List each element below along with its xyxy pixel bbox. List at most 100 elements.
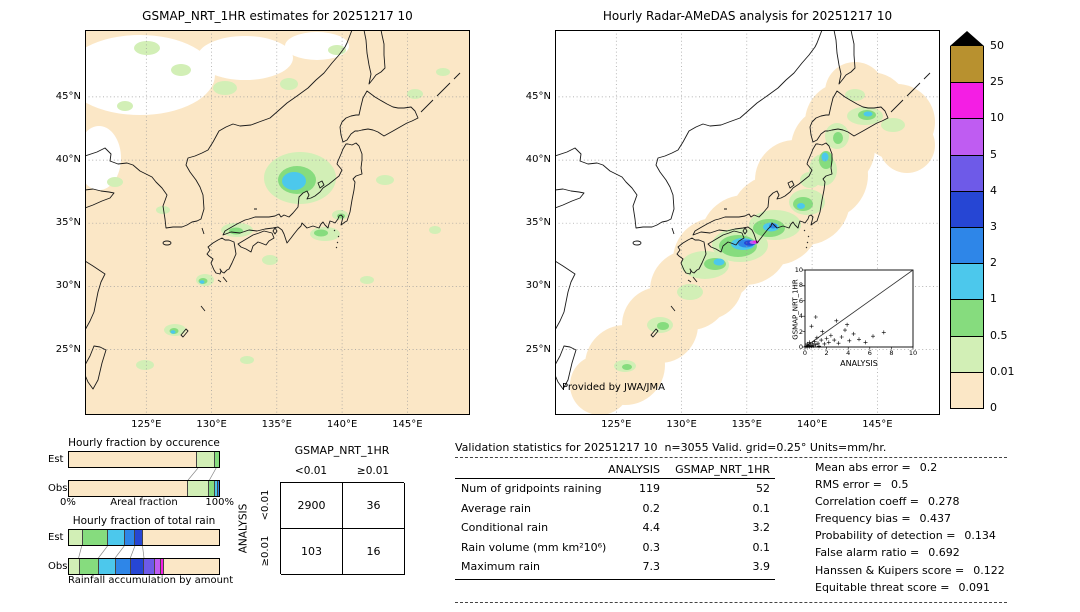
no-data-patches <box>85 32 349 190</box>
gsmap-value: 3.9 <box>752 560 771 574</box>
contingency-cell: 36 <box>343 483 405 529</box>
contingency-grid: 2900 36 103 16 <box>280 482 405 575</box>
bar-segment-green <box>79 559 99 574</box>
chart-title: Hourly fraction by occurence <box>68 437 220 449</box>
col-label-above-threshold: ≥0.01 <box>356 465 390 477</box>
skill-score-value: 0.437 <box>919 512 952 526</box>
radar-analysis-map: Hourly Radar-AMeDAS analysis for 2025121… <box>526 9 940 430</box>
lat-tick-label: 45°N <box>55 90 81 102</box>
est-stacked-bar <box>68 451 220 468</box>
scatter-x-tick-label: 8 <box>889 349 894 357</box>
lon-tick-label: 145°E <box>862 419 893 430</box>
scatter-x-tick-label: 0 <box>802 349 808 357</box>
colorbar-labels: 50 25 10 5 4 3 2 1 0.5 0.01 0 <box>990 39 1020 414</box>
bar-segment-palegreen <box>187 481 209 496</box>
col-label-below-threshold: <0.01 <box>294 465 328 477</box>
lon-tick-label: 145°E <box>392 419 423 430</box>
skill-score-value: 0.278 <box>928 495 960 509</box>
left-map-title: GSMAP_NRT_1HR estimates for 20251217 10 <box>142 9 413 23</box>
right-map-canvas <box>555 30 940 415</box>
scatter-x-tick-label: 6 <box>867 349 872 357</box>
colorbar-tick-label: 50 <box>990 39 1004 52</box>
colorbar-tick-label: 25 <box>990 75 1004 89</box>
contingency-cell: 103 <box>281 529 343 575</box>
chart-x-axis: Rainfall accumulation by amount <box>68 575 233 589</box>
obs-stacked-bar <box>68 558 220 575</box>
scatter-y-tick-label: 0 <box>798 343 803 351</box>
bar-segment-cream <box>69 481 188 496</box>
skill-score-label: Equitable threat score = <box>815 580 950 594</box>
bar-segment-green <box>82 530 108 545</box>
skill-score-row: Mean abs error = 0.2 <box>815 461 1007 478</box>
analysis-value: 119 <box>639 482 660 496</box>
skill-score-label: RMS error = <box>815 478 882 492</box>
bar-segment-cream <box>69 452 198 467</box>
bar-segment-lightblue <box>115 559 131 574</box>
bar-segment-green <box>215 452 219 467</box>
map-frame <box>555 30 940 415</box>
validation-row-label: Num of gridpoints raining <box>461 482 602 496</box>
colorbar-segment-cream <box>951 371 983 408</box>
chart-x-axis: 0% Areal fraction 100% <box>60 497 234 511</box>
bar-segment-cyan <box>215 481 218 496</box>
scatter-x-tick-label: 10 <box>908 349 918 357</box>
lon-tick-label: 140°E <box>326 419 358 430</box>
contingency-cell: 16 <box>343 529 405 575</box>
validation-row-label: Average rain <box>461 501 531 515</box>
scatter-y-tick-label: 6 <box>798 296 803 305</box>
lon-tick-label: 125°E <box>131 419 162 430</box>
lat-tick-label: 30°N <box>525 280 551 292</box>
validation-table-row: Num of gridpoints raining 119 52 <box>455 479 775 499</box>
lat-tick-label: 35°N <box>525 217 551 229</box>
bar-segment-cream <box>142 530 219 545</box>
bar-segment-blue <box>135 530 143 545</box>
colorbar-segment-cyan <box>951 263 983 300</box>
scatter-x-tick-label: 2 <box>824 349 829 357</box>
lon-tick-label: 135°E <box>261 419 292 430</box>
skill-score-value: 0.2 <box>919 461 938 474</box>
lat-tick-label: 40°N <box>55 154 81 166</box>
bar-segment-cream <box>163 559 219 574</box>
skill-score-label: Probability of detection = <box>815 529 956 543</box>
colorbar-segment-green <box>951 299 983 336</box>
skill-score-value: 0.091 <box>958 580 990 594</box>
colorbar-segments <box>950 46 984 409</box>
validation-table-row: Maximum rain 7.3 3.9 <box>455 557 775 577</box>
validation-stats: Validation statistics for 20251217 10 n=… <box>455 441 1007 603</box>
est-bar-row: Est <box>48 451 228 468</box>
skill-score-row: Correlation coeff = 0.278 <box>815 495 1007 512</box>
colorbar-segment-palegreen <box>951 335 983 372</box>
contingency-column-headers: <0.01 ≥0.01 <box>280 465 404 477</box>
obs-bar-row: Obs <box>48 480 228 497</box>
scatter-y-tick-label: 2 <box>798 327 803 336</box>
analysis-value: 4.4 <box>642 521 661 535</box>
scatter-y-label: GSMAP_NRT_1HR <box>791 279 800 340</box>
lon-tick-label: 130°E <box>666 419 697 430</box>
gsmap-value: 3.2 <box>752 521 771 535</box>
skill-score-label: False alarm ratio = <box>815 546 920 560</box>
dashed-divider <box>455 602 1007 603</box>
bar-label-obs: Obs <box>48 561 68 572</box>
contingency-cell: 2900 <box>281 483 343 529</box>
skill-score-value: 0.122 <box>973 563 1005 577</box>
bar-segment-violet <box>154 559 161 574</box>
validation-table-row: Rain volume (mm km²10⁶) 0.3 0.1 <box>455 538 775 558</box>
lon-tick-label: 135°E <box>731 419 762 430</box>
lon-tick-label: 140°E <box>796 419 828 430</box>
validation-table-header: ANALYSIS GSMAP_NRT_1HR <box>455 463 775 476</box>
validation-row-label: Rain volume (mm km²10⁶) <box>461 540 607 554</box>
validation-table-row: Conditional rain 4.4 3.2 <box>455 518 775 538</box>
lat-tick-label: 45°N <box>525 90 551 102</box>
scatter-x-label: ANALYSIS <box>840 359 878 368</box>
left-map-canvas <box>85 30 470 415</box>
obs-bar-row: Obs <box>48 558 228 575</box>
colorbar-tick-label: 5 <box>990 147 997 161</box>
colorbar-segment-lightblue <box>951 226 983 264</box>
validation-table-row: Average rain 0.2 0.1 <box>455 499 775 519</box>
skill-score-label: Correlation coeff = <box>815 495 919 509</box>
skill-score-row: Hanssen & Kuipers score = 0.122 <box>815 564 1007 581</box>
obs-stacked-bar <box>68 480 220 497</box>
validation-table-body: Num of gridpoints raining 119 52 Average ra… <box>455 479 775 577</box>
gsmap-value: 0.1 <box>752 501 771 515</box>
